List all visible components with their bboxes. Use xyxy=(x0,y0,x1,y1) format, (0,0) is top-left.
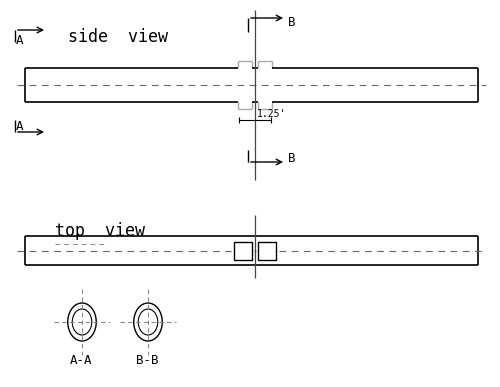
Ellipse shape xyxy=(134,303,162,341)
Ellipse shape xyxy=(138,309,158,335)
Text: B: B xyxy=(288,16,296,29)
Text: A: A xyxy=(16,120,24,133)
Ellipse shape xyxy=(72,309,92,335)
Ellipse shape xyxy=(68,303,96,341)
Text: B-B: B-B xyxy=(136,354,158,367)
Text: side  view: side view xyxy=(68,28,168,46)
Bar xyxy=(234,241,252,260)
Text: 1.25': 1.25' xyxy=(257,109,286,119)
Text: A-A: A-A xyxy=(70,354,92,367)
Text: top  view: top view xyxy=(55,222,145,240)
Text: B: B xyxy=(288,152,296,165)
Bar xyxy=(258,241,276,260)
Text: A: A xyxy=(16,34,24,47)
